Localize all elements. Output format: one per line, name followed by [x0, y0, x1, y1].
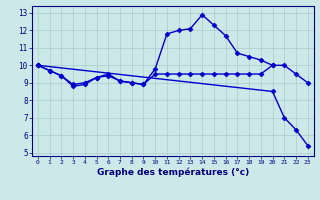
- X-axis label: Graphe des températures (°c): Graphe des températures (°c): [97, 168, 249, 177]
